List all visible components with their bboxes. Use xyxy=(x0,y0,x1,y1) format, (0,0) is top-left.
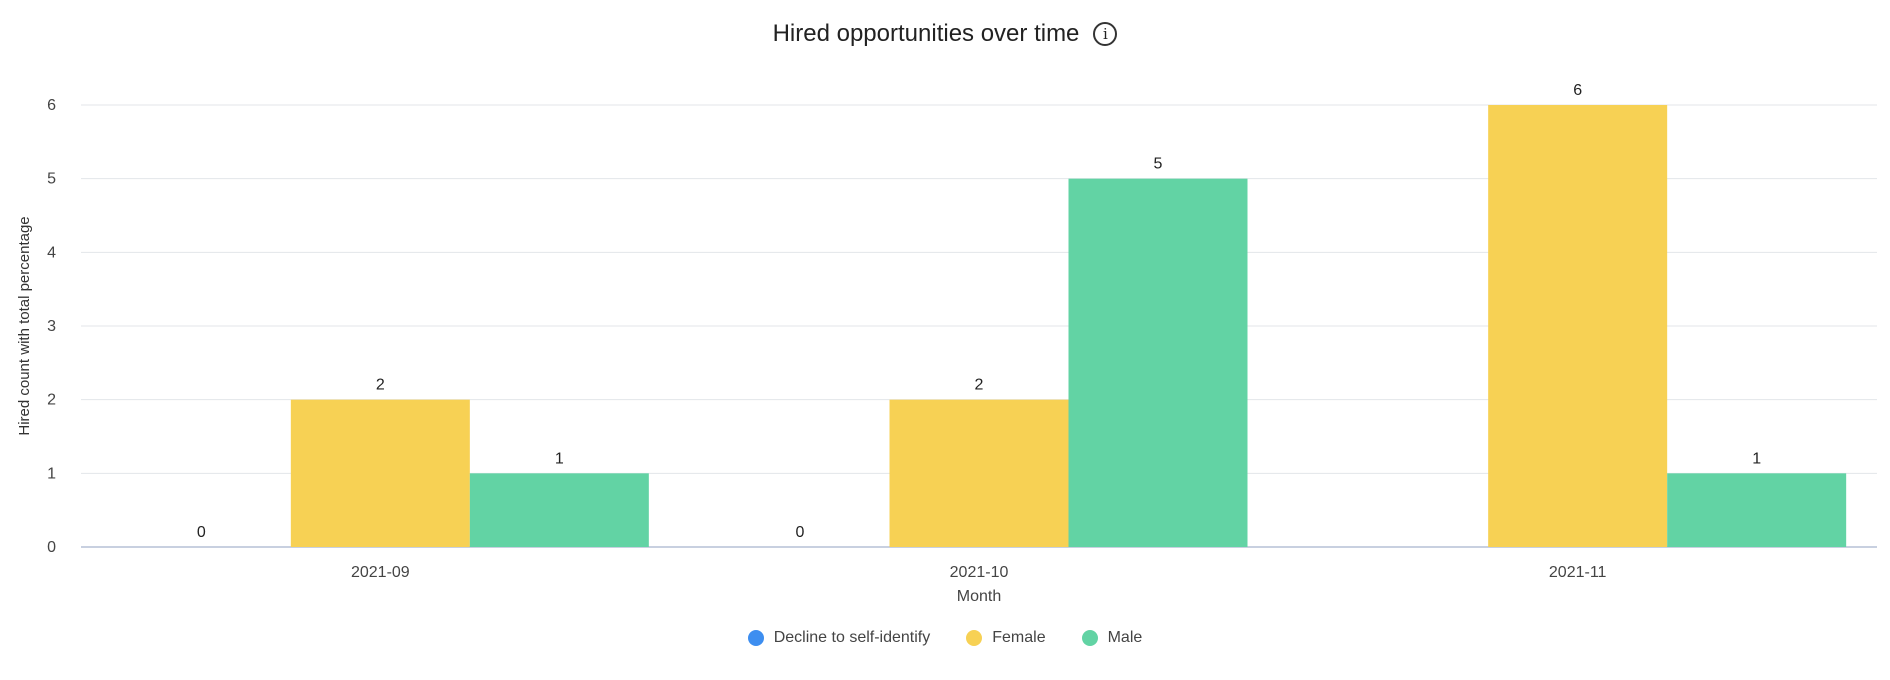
data-label: 6 xyxy=(1573,82,1582,99)
y-tick-label: 5 xyxy=(47,171,56,188)
bar-female xyxy=(1488,105,1668,547)
legend-label: Female xyxy=(992,629,1046,646)
legend-label: Male xyxy=(1107,629,1143,646)
data-label: 1 xyxy=(555,450,564,467)
legend-dot-icon xyxy=(747,630,764,646)
data-label: 1 xyxy=(1752,450,1761,467)
y-tick-label: 6 xyxy=(47,97,56,114)
bar-male xyxy=(1068,178,1248,547)
data-label: 2 xyxy=(975,377,984,394)
info-icon[interactable]: i xyxy=(1093,22,1118,46)
y-tick-label: 4 xyxy=(47,244,56,261)
data-label: 5 xyxy=(1154,156,1163,173)
y-tick-label: 3 xyxy=(47,318,56,335)
legend-item[interactable]: Female xyxy=(966,629,1046,647)
data-label: 2 xyxy=(376,377,385,394)
bar-chart: 0 1 2 3 4 5 6 Hired count with total percentage… xyxy=(16,82,1877,605)
legend-dot-icon xyxy=(1081,630,1098,646)
x-tick-label: 2021-10 xyxy=(950,564,1009,581)
bar-female xyxy=(290,399,470,547)
x-tick-label: 2021-11 xyxy=(1549,564,1607,581)
legend-item[interactable]: Male xyxy=(1081,629,1143,647)
y-tick-label: 2 xyxy=(47,392,56,409)
x-axis-label: Month xyxy=(957,588,1001,605)
legend-item[interactable]: Decline to self-identify xyxy=(747,629,931,647)
data-label: 0 xyxy=(197,524,206,541)
chart-title: Hired opportunities over time i xyxy=(0,20,1890,48)
y-tick-label: 0 xyxy=(47,539,56,556)
legend-label: Decline to self-identify xyxy=(773,629,931,646)
y-tick-label: 1 xyxy=(47,465,56,482)
bar-female xyxy=(889,399,1069,547)
x-tick-label: 2021-09 xyxy=(351,564,410,581)
y-axis-label: Hired count with total percentage xyxy=(16,216,33,435)
legend: Decline to self-identify Female Male xyxy=(0,629,1890,647)
bar-male xyxy=(469,473,649,547)
data-label: 0 xyxy=(796,524,805,541)
bar-male xyxy=(1667,473,1847,547)
legend-dot-icon xyxy=(966,630,983,646)
